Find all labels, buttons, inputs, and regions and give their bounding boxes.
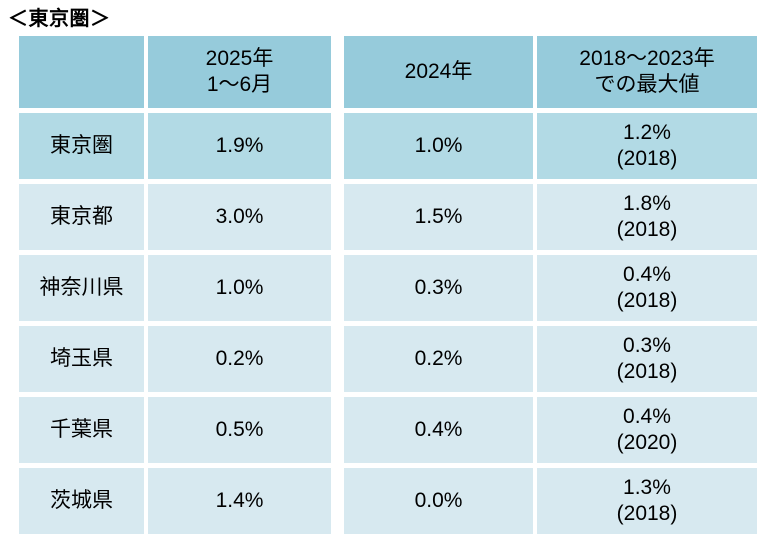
value-2024: 0.4%: [344, 397, 533, 463]
value-2025: 0.5%: [148, 397, 331, 463]
value-max: 1.2% (2018): [537, 113, 757, 179]
value-max: 1.3% (2018): [537, 468, 757, 534]
table-row-ibaraki: 茨城県 1.4% 0.0% 1.3% (2018): [19, 468, 757, 534]
row-label: 東京都: [19, 184, 144, 250]
row-label: 千葉県: [19, 397, 144, 463]
column-header-2024: 2024年: [344, 36, 533, 108]
value-2024: 1.0%: [344, 113, 533, 179]
table-row-tokyo-to: 東京都 3.0% 1.5% 1.8% (2018): [19, 184, 757, 250]
row-label: 埼玉県: [19, 326, 144, 392]
column-header-2025-jan-jun: 2025年 1～6月: [148, 36, 331, 108]
value-max: 0.3% (2018): [537, 326, 757, 392]
table-row-kanagawa: 神奈川県 1.0% 0.3% 0.4% (2018): [19, 255, 757, 321]
value-2024: 0.2%: [344, 326, 533, 392]
page-title: ＜東京圏＞: [8, 8, 111, 30]
row-label: 東京圏: [19, 113, 144, 179]
column-header-blank: [19, 36, 144, 108]
table-row-tokyo-area: 東京圏 1.9% 1.0% 1.2% (2018): [19, 113, 757, 179]
tokyo-area-table: 2025年 1～6月 2024年 2018～2023年 での最大値 東京圏 1.…: [19, 36, 757, 539]
value-2024: 0.3%: [344, 255, 533, 321]
value-2025: 1.4%: [148, 468, 331, 534]
value-2024: 1.5%: [344, 184, 533, 250]
value-2024: 0.0%: [344, 468, 533, 534]
table-row-chiba: 千葉県 0.5% 0.4% 0.4% (2020): [19, 397, 757, 463]
value-2025: 1.9%: [148, 113, 331, 179]
value-max: 0.4% (2020): [537, 397, 757, 463]
value-2025: 0.2%: [148, 326, 331, 392]
value-max: 1.8% (2018): [537, 184, 757, 250]
value-max: 0.4% (2018): [537, 255, 757, 321]
row-label: 茨城県: [19, 468, 144, 534]
row-label: 神奈川県: [19, 255, 144, 321]
column-header-max-2018-2023: 2018～2023年 での最大値: [537, 36, 757, 108]
value-2025: 3.0%: [148, 184, 331, 250]
value-2025: 1.0%: [148, 255, 331, 321]
table-header-row: 2025年 1～6月 2024年 2018～2023年 での最大値: [19, 36, 757, 108]
table-row-saitama: 埼玉県 0.2% 0.2% 0.3% (2018): [19, 326, 757, 392]
